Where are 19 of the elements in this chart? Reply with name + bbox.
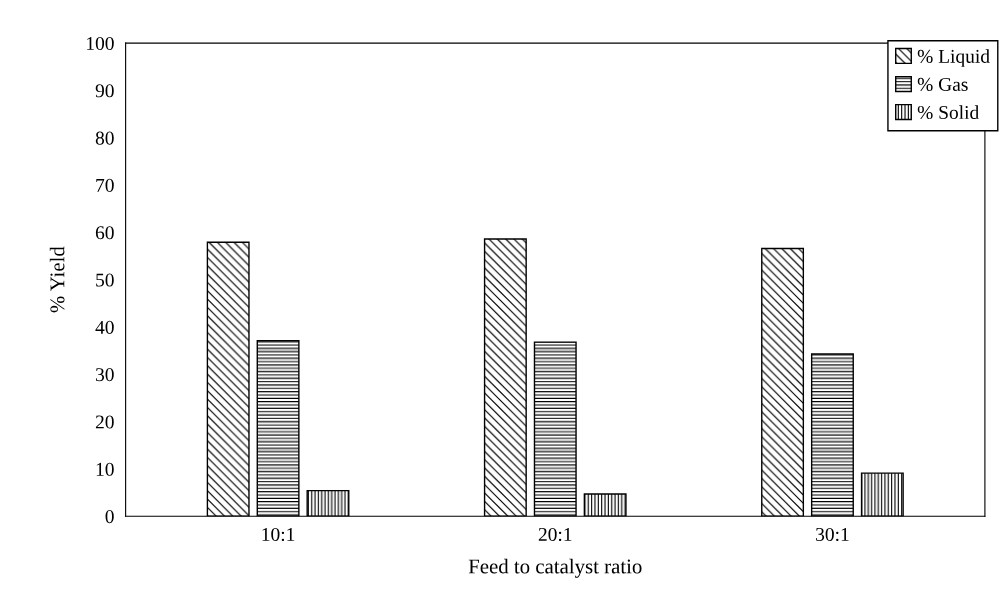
legend-label: % Liquid (917, 49, 990, 67)
y-tick-label: 20 (95, 415, 114, 429)
y-tick-label: 70 (96, 178, 114, 192)
x-tick-label: 10:1 (262, 527, 295, 542)
y-tick-label: 100 (87, 36, 114, 51)
y-axis-title: % Yield (49, 246, 65, 313)
legend-label: % Gas (917, 77, 968, 92)
x-tick-label: 20:1 (538, 527, 572, 542)
legend-label: % Solid (917, 105, 979, 120)
y-tick-label: 40 (95, 320, 114, 334)
y-tick-label: 30 (96, 368, 114, 382)
y-tick-label: 60 (95, 226, 114, 240)
y-tick-label: 80 (95, 131, 114, 145)
x-tick-label: 30:1 (816, 527, 849, 542)
y-tick-label: 10 (96, 462, 114, 476)
y-tick-label: 0 (105, 510, 114, 524)
y-tick-label: 50 (96, 273, 114, 287)
x-axis-title: Feed to catalyst ratio (468, 558, 642, 578)
y-tick-label: 90 (95, 84, 114, 98)
